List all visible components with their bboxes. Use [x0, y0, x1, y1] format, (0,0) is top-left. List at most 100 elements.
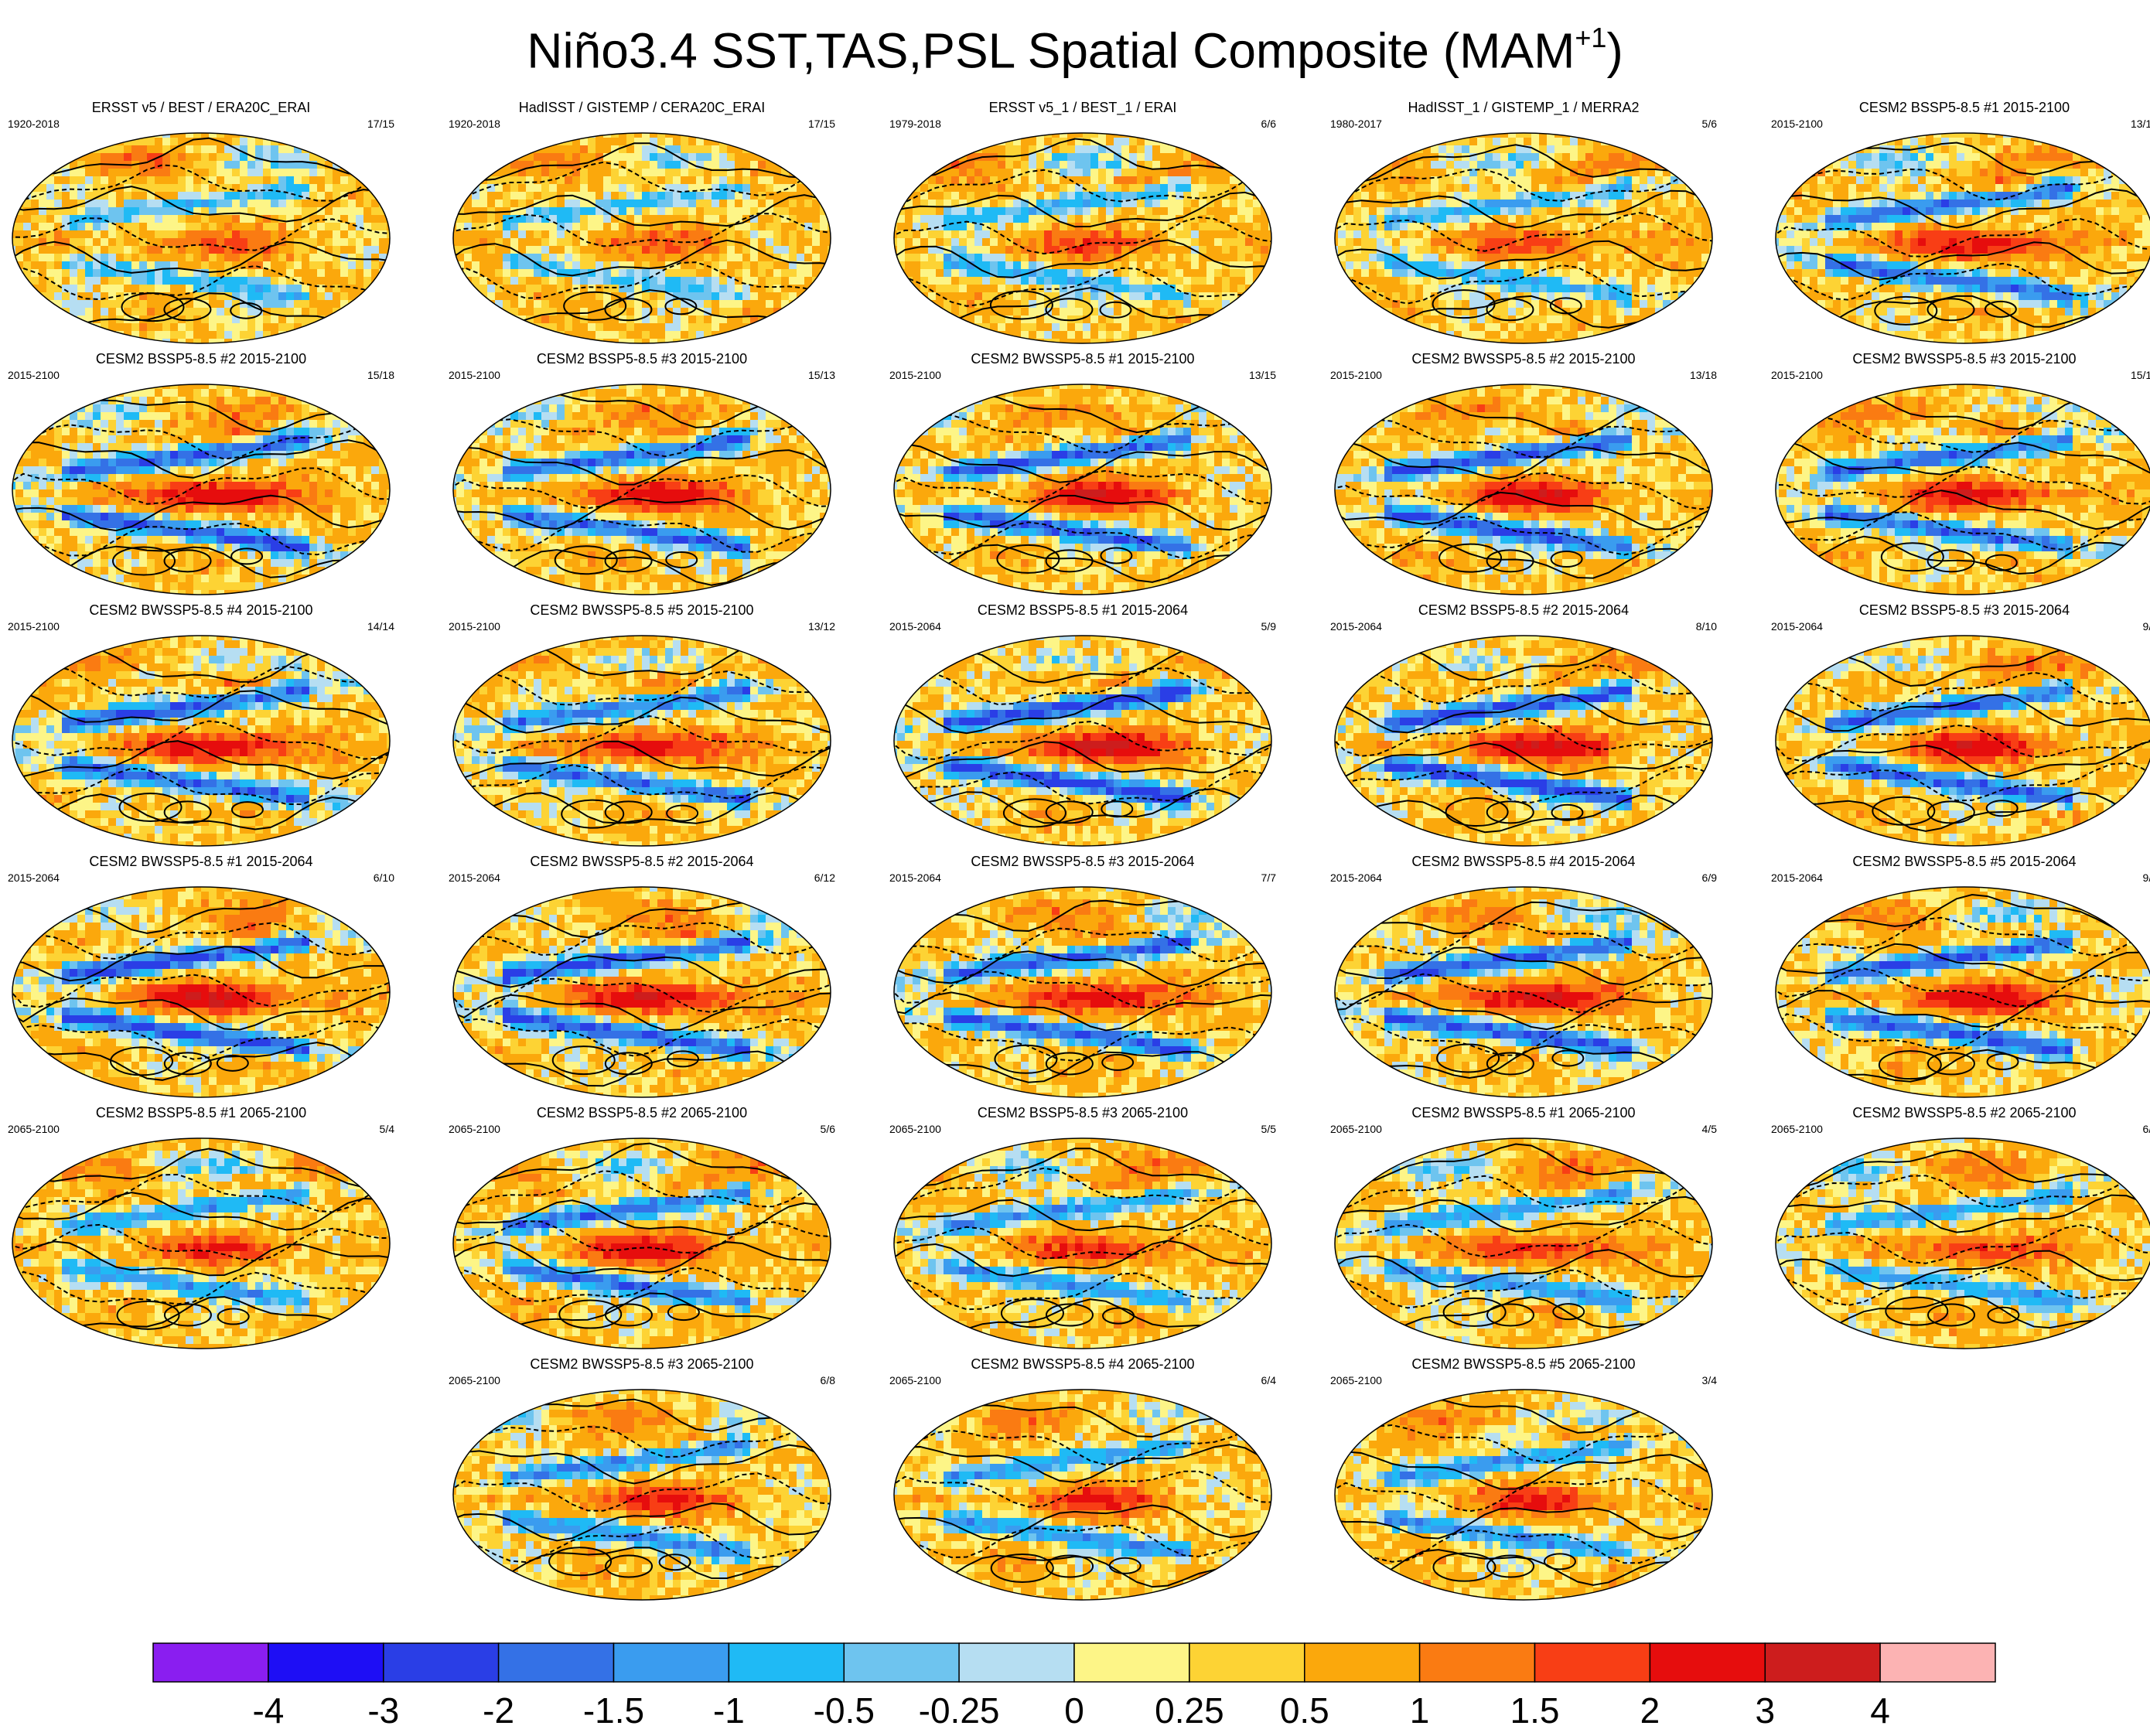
- panel-title: CESM2 BSSP5-8.5 #1 2015-2064: [889, 602, 1276, 619]
- sst-shading: [1335, 133, 1712, 343]
- colorbar-swatch: [1764, 1642, 1881, 1683]
- panel-title: CESM2 BWSSP5-8.5 #4 2015-2064: [1330, 853, 1717, 870]
- colorbar-swatch: [1879, 1642, 1996, 1683]
- panel-event-count: 4/5: [1702, 1123, 1717, 1135]
- sst-shading: [1335, 1138, 1712, 1349]
- map-outline: [893, 384, 1272, 595]
- map-panel: ERSST v5_1 / BEST_1 / ERAI 1979-2018 6/6: [889, 99, 1276, 346]
- composite-map: [1334, 635, 1713, 847]
- map-panel: CESM2 BWSSP5-8.5 #2 2065-2100 2065-2100 6/…: [1771, 1104, 2150, 1352]
- panel-period: 2065-2100: [889, 1374, 941, 1386]
- panel-title: CESM2 BWSSP5-8.5 #3 2065-2100: [449, 1356, 835, 1373]
- sst-shading: [453, 1138, 831, 1349]
- colorbar-tick-label: -3: [322, 1690, 445, 1731]
- map-panel: CESM2 BSSP5-8.5 #3 2015-2100 2015-2100 15/…: [449, 350, 835, 598]
- panel-title: CESM2 BSSP5-8.5 #3 2015-2064: [1771, 602, 2150, 619]
- composite-map: [1334, 384, 1713, 595]
- composite-map: [452, 635, 831, 847]
- colorbar-swatch: [843, 1642, 960, 1683]
- map-panel: CESM2 BWSSP5-8.5 #5 2015-2100 2015-2100 13…: [449, 602, 835, 849]
- sst-shading: [1776, 1138, 2150, 1349]
- panel-period: 2015-2064: [889, 620, 941, 633]
- colorbar-swatch: [1304, 1642, 1421, 1683]
- sst-shading: [1335, 1390, 1712, 1600]
- panel-event-count: 6/6: [1261, 118, 1276, 130]
- panel-title: CESM2 BSSP5-8.5 #2 2015-2064: [1330, 602, 1717, 619]
- colorbar-tick-label: -0.5: [782, 1690, 906, 1731]
- composite-map: [1775, 132, 2150, 344]
- composite-map: [1334, 886, 1713, 1098]
- composite-map: [893, 1137, 1272, 1349]
- composite-map: [12, 132, 391, 344]
- map-outline: [893, 886, 1272, 1098]
- panel-period: 2065-2100: [1330, 1374, 1382, 1386]
- panel-title: CESM2 BWSSP5-8.5 #5 2015-2100: [449, 602, 835, 619]
- panel-period: 2065-2100: [8, 1123, 60, 1135]
- panel-event-count: 13/15: [1249, 369, 1276, 381]
- map-outline: [1334, 384, 1713, 595]
- colorbar-swatch: [1073, 1642, 1190, 1683]
- sst-shading: [1776, 636, 2150, 846]
- panel-period: 2015-2064: [449, 871, 500, 884]
- title-superscript: +1: [1575, 22, 1606, 53]
- panel-period: 2015-2064: [1330, 871, 1382, 884]
- map-outline: [1775, 132, 2150, 344]
- sst-shading: [894, 887, 1271, 1097]
- colorbar-swatch: [1418, 1642, 1536, 1683]
- chart-title: Niño3.4 SST,TAS,PSL Spatial Composite (M…: [0, 6, 2150, 85]
- panel-period: 2015-2100: [889, 369, 941, 381]
- composite-map: [893, 384, 1272, 595]
- colorbar-tick-label: -0.25: [897, 1690, 1021, 1731]
- panel-title: CESM2 BSSP5-8.5 #3 2065-2100: [889, 1104, 1276, 1121]
- panel-title: CESM2 BWSSP5-8.5 #5 2015-2064: [1771, 853, 2150, 870]
- panel-period: 2015-2100: [449, 620, 500, 633]
- map-outline: [1334, 635, 1713, 847]
- map-panel: ERSST v5 / BEST / ERA20C_ERAI 1920-2018 17…: [8, 99, 394, 346]
- panel-title: CESM2 BWSSP5-8.5 #2 2015-2064: [449, 853, 835, 870]
- colorbar-tick-label: -2: [437, 1690, 561, 1731]
- composite-map: [1775, 886, 2150, 1098]
- map-panel: CESM2 BSSP5-8.5 #2 2015-2100 2015-2100 15/…: [8, 350, 394, 598]
- panel-event-count: 5/5: [1261, 1123, 1276, 1135]
- panel-title: CESM2 BSSP5-8.5 #1 2065-2100: [8, 1104, 394, 1121]
- panel-event-count: 6/12: [814, 871, 835, 884]
- panel-event-count: 6/6: [2143, 1123, 2150, 1135]
- composite-map: [452, 132, 831, 344]
- sst-shading: [1335, 887, 1712, 1097]
- panel-title: CESM2 BSSP5-8.5 #2 2065-2100: [449, 1104, 835, 1121]
- map-panel: CESM2 BWSSP5-8.5 #2 2015-2064 2015-2064 6/…: [449, 853, 835, 1100]
- map-panel: CESM2 BWSSP5-8.5 #4 2015-2100 2015-2100 14…: [8, 602, 394, 849]
- map-panel: CESM2 BWSSP5-8.5 #1 2015-2064 2015-2064 6/…: [8, 853, 394, 1100]
- map-panel: CESM2 BSSP5-8.5 #1 2015-2064 2015-2064 5/9: [889, 602, 1276, 849]
- map-outline: [893, 132, 1272, 344]
- sst-shading: [12, 636, 390, 846]
- colorbar-tick-label: -1: [667, 1690, 790, 1731]
- panel-event-count: 9/9: [2143, 871, 2150, 884]
- map-panel: CESM2 BSSP5-8.5 #3 2065-2100 2065-2100 5/5: [889, 1104, 1276, 1352]
- colorbar-swatch: [383, 1642, 500, 1683]
- panel-period: 2065-2100: [1330, 1123, 1382, 1135]
- panel-title: CESM2 BSSP5-8.5 #2 2015-2100: [8, 350, 394, 367]
- map-panel: HadISST_1 / GISTEMP_1 / MERRA2 1980-2017 5…: [1330, 99, 1717, 346]
- panel-event-count: 6/8: [821, 1374, 835, 1386]
- map-panel: CESM2 BWSSP5-8.5 #5 2065-2100 2065-2100 3/…: [1330, 1356, 1717, 1603]
- panel-period: 2015-2064: [1771, 620, 1823, 633]
- sst-shading: [12, 1138, 390, 1349]
- panel-title: CESM2 BSSP5-8.5 #1 2015-2100: [1771, 99, 2150, 116]
- composite-map: [452, 1137, 831, 1349]
- panel-title: HadISST / GISTEMP / CERA20C_ERAI: [449, 99, 835, 116]
- map-panel: HadISST / GISTEMP / CERA20C_ERAI 1920-201…: [449, 99, 835, 346]
- map-outline: [1334, 886, 1713, 1098]
- sst-shading: [894, 1390, 1271, 1600]
- colorbar-swatch: [728, 1642, 845, 1683]
- composite-map: [12, 635, 391, 847]
- sst-shading: [12, 384, 390, 595]
- panel-title: HadISST_1 / GISTEMP_1 / MERRA2: [1330, 99, 1717, 116]
- panel-title: CESM2 BWSSP5-8.5 #4 2015-2100: [8, 602, 394, 619]
- panel-period: 1920-2018: [8, 118, 60, 130]
- map-outline: [12, 635, 391, 847]
- panel-period: 1980-2017: [1330, 118, 1382, 130]
- map-outline: [1334, 132, 1713, 344]
- panel-title: CESM2 BWSSP5-8.5 #3 2015-2064: [889, 853, 1276, 870]
- sst-shading: [894, 1138, 1271, 1349]
